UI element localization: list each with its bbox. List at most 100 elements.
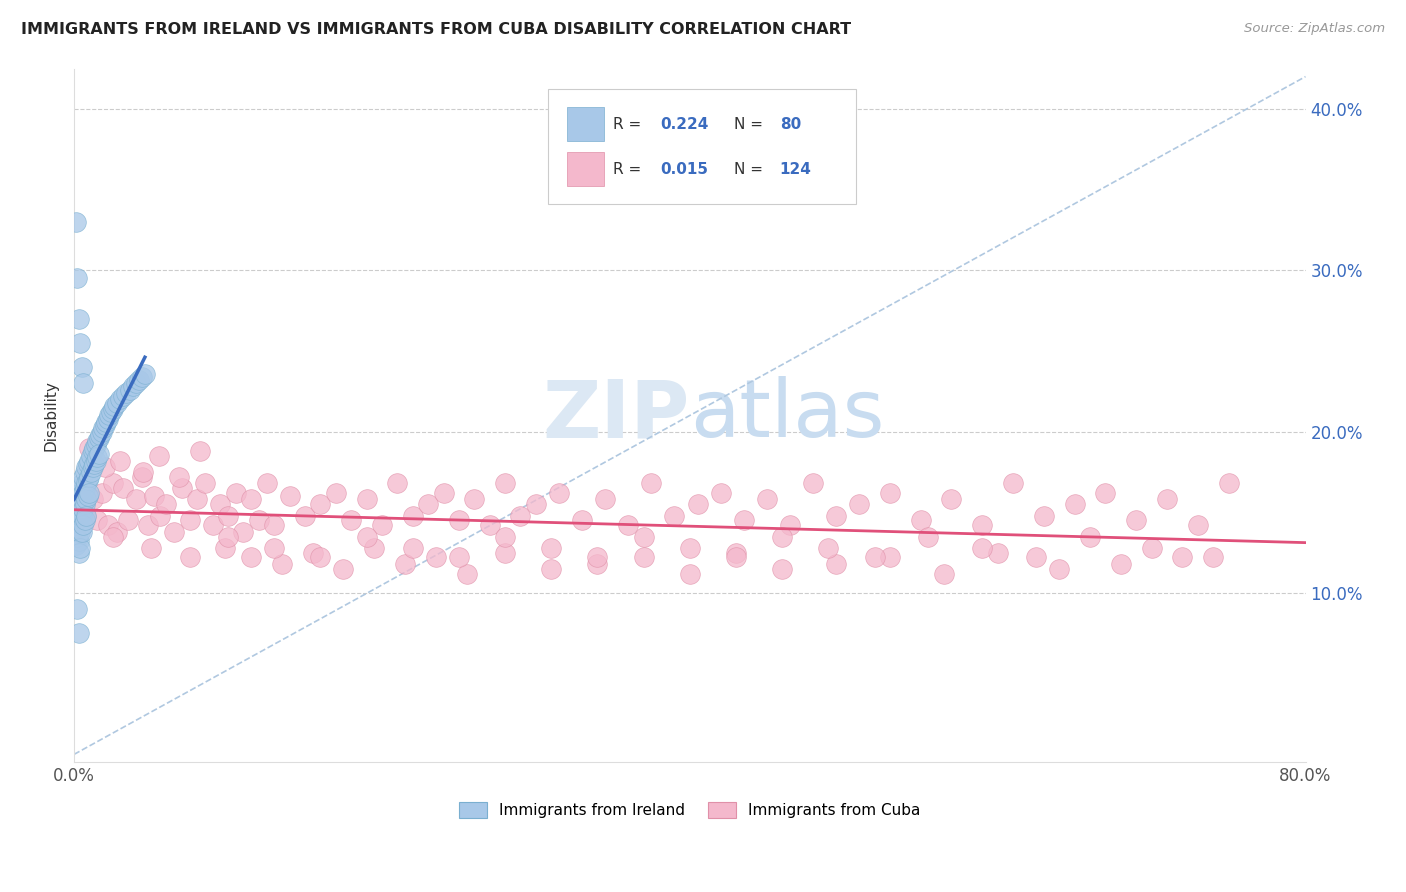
Point xyxy=(128,373,150,387)
Point xyxy=(83,441,105,455)
Point xyxy=(540,562,562,576)
Point xyxy=(75,476,97,491)
Point xyxy=(66,513,89,527)
Text: 0.015: 0.015 xyxy=(661,161,709,177)
Point xyxy=(770,529,793,543)
Point xyxy=(132,465,155,479)
Point xyxy=(617,518,640,533)
Point xyxy=(70,497,93,511)
Y-axis label: Disability: Disability xyxy=(44,380,58,451)
Point xyxy=(82,444,104,458)
Point xyxy=(418,497,440,511)
Point xyxy=(101,402,124,417)
Point xyxy=(96,415,118,429)
Point xyxy=(724,550,747,565)
Point xyxy=(686,497,709,511)
Point xyxy=(110,453,132,467)
Point xyxy=(201,518,224,533)
Point xyxy=(72,376,94,391)
Point xyxy=(83,457,105,471)
Point xyxy=(70,492,93,507)
Text: R =: R = xyxy=(613,117,647,131)
Point xyxy=(117,513,139,527)
Point xyxy=(67,626,90,640)
Text: IMMIGRANTS FROM IRELAND VS IMMIGRANTS FROM CUBA DISABILITY CORRELATION CHART: IMMIGRANTS FROM IRELAND VS IMMIGRANTS FR… xyxy=(21,22,851,37)
Point xyxy=(179,550,201,565)
Point xyxy=(131,470,153,484)
Point xyxy=(72,470,94,484)
Point xyxy=(494,529,516,543)
Point xyxy=(301,546,323,560)
Point xyxy=(309,497,332,511)
Point xyxy=(447,550,470,565)
Point xyxy=(263,518,285,533)
Point xyxy=(89,427,111,442)
Point xyxy=(217,529,239,543)
Point xyxy=(633,550,655,565)
Point xyxy=(1094,486,1116,500)
Point xyxy=(105,524,128,539)
Point xyxy=(118,383,141,397)
Point xyxy=(917,529,939,543)
Point xyxy=(387,476,409,491)
Point xyxy=(1202,550,1225,565)
Point xyxy=(69,497,91,511)
Point xyxy=(67,521,90,535)
Point xyxy=(82,492,104,507)
Point xyxy=(263,541,285,555)
Point xyxy=(80,465,103,479)
Point xyxy=(240,492,263,507)
Point xyxy=(1063,497,1085,511)
Point xyxy=(247,513,270,527)
Point xyxy=(134,367,156,381)
Point xyxy=(87,447,110,461)
Point xyxy=(256,476,278,491)
Point xyxy=(66,271,89,285)
Point xyxy=(640,476,662,491)
Point xyxy=(356,492,378,507)
Point xyxy=(65,497,87,511)
Point xyxy=(540,541,562,555)
Point xyxy=(69,335,91,350)
Point xyxy=(1025,550,1047,565)
Point xyxy=(548,486,571,500)
Point xyxy=(75,492,97,507)
Legend: Immigrants from Ireland, Immigrants from Cuba: Immigrants from Ireland, Immigrants from… xyxy=(453,796,927,824)
Point xyxy=(72,518,94,533)
Point xyxy=(524,497,547,511)
Point xyxy=(69,486,91,500)
Point xyxy=(77,489,100,503)
Point xyxy=(801,476,824,491)
Point xyxy=(75,460,97,475)
Point xyxy=(73,465,96,479)
Point xyxy=(586,550,609,565)
Point xyxy=(363,541,385,555)
Point xyxy=(1032,508,1054,523)
Point xyxy=(70,508,93,523)
Point xyxy=(294,508,316,523)
Point xyxy=(710,486,733,500)
Point xyxy=(278,489,301,503)
Point xyxy=(402,541,425,555)
Point xyxy=(586,557,609,571)
Point xyxy=(163,524,186,539)
Text: Source: ZipAtlas.com: Source: ZipAtlas.com xyxy=(1244,22,1385,36)
Point xyxy=(70,476,93,491)
FancyBboxPatch shape xyxy=(567,107,603,141)
Point xyxy=(136,518,159,533)
Point xyxy=(65,538,87,552)
Point xyxy=(98,409,121,423)
Point xyxy=(155,497,177,511)
Point xyxy=(66,602,89,616)
Point xyxy=(779,518,801,533)
Point xyxy=(143,489,166,503)
FancyBboxPatch shape xyxy=(548,89,856,204)
Point xyxy=(186,492,208,507)
Point xyxy=(209,497,232,511)
Point xyxy=(77,473,100,487)
Point xyxy=(79,470,101,484)
Point xyxy=(112,389,135,403)
Point xyxy=(67,311,90,326)
Point xyxy=(79,441,101,455)
Point xyxy=(879,550,901,565)
